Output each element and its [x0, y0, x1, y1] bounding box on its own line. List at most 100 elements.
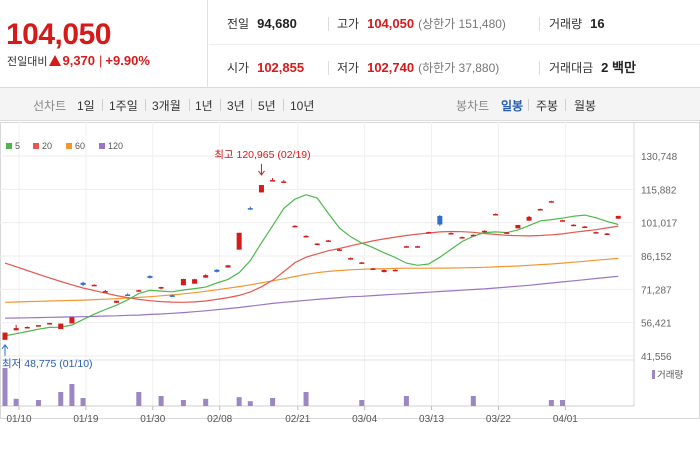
quote-grid: 전일 94,680 고가 104,050 (상한가 151,480) 거래량 16 시가…: [209, 0, 700, 88]
candle-body: [403, 246, 409, 248]
x-tick-label: 01/19: [73, 414, 98, 425]
col-divider: [539, 61, 540, 75]
candle-body: [270, 180, 276, 182]
candle-body: [47, 322, 53, 325]
candle-body: [493, 213, 499, 216]
tab-monthly[interactable]: 월봉: [574, 99, 597, 113]
candle-body: [392, 269, 398, 272]
candle-body: [537, 209, 543, 211]
candle-body: [470, 234, 476, 237]
tab-5y[interactable]: 5년: [258, 99, 276, 113]
amount-cell: 거래대금 2 백만: [549, 46, 636, 90]
change-label: 전일대비: [7, 56, 48, 68]
legend-swatch-ma20: [33, 143, 39, 149]
volume-bar: [58, 392, 64, 406]
x-tick-label: 03/22: [486, 414, 511, 425]
y-tick-label: 130,748: [641, 152, 678, 163]
line-chart-label: 선차트: [33, 99, 67, 113]
tab-weekly[interactable]: 주봉: [536, 99, 559, 113]
candle-body: [359, 262, 365, 264]
candle-body: [325, 240, 331, 242]
candle-body: [214, 269, 220, 272]
tab-divider: [528, 99, 529, 111]
candle-body: [604, 233, 610, 235]
ma5-line: [4, 194, 619, 337]
candle-body: [504, 232, 510, 234]
candle-body: [180, 278, 186, 286]
y-tick-label: 101,017: [641, 219, 678, 230]
volume-bar: [136, 392, 142, 406]
volume-legend-swatch: [652, 370, 655, 379]
volume-bar: [359, 400, 365, 406]
candle-body: [560, 220, 565, 222]
legend-label-ma5: 5: [15, 141, 20, 151]
candle-body: [147, 276, 153, 278]
tab-10y[interactable]: 10년: [290, 99, 315, 113]
volume-bar: [13, 398, 19, 406]
candle-body: [247, 208, 253, 210]
volume-bar: [203, 398, 209, 406]
low-value: 102,740: [367, 60, 415, 75]
amount-label: 거래대금: [549, 61, 594, 75]
candle-body: [459, 237, 465, 239]
candle-body: [114, 300, 119, 303]
candle-body: [448, 233, 454, 235]
low-cell: 저가 102,740 (하한가 37,880): [337, 46, 499, 90]
row-divider: [209, 44, 700, 45]
high-annotation: 최고 120,965 (02/19): [214, 149, 310, 161]
volume-bar: [2, 368, 8, 406]
candle-body: [593, 232, 599, 234]
tab-3m[interactable]: 3개월: [152, 99, 181, 113]
volume-bar: [158, 396, 164, 406]
legend-label-ma20: 20: [42, 141, 52, 151]
candle-body: [125, 294, 131, 296]
candle-body: [158, 287, 164, 289]
candle-body: [526, 216, 532, 221]
y-tick-label: 86,152: [641, 252, 672, 263]
candle-body: [2, 332, 8, 340]
candle-body: [481, 230, 487, 233]
up-triangle-icon: [49, 55, 62, 66]
tab-daily[interactable]: 일봉: [501, 99, 524, 113]
volume-value: 16: [590, 16, 605, 31]
tab-1y[interactable]: 1년: [195, 99, 213, 113]
candle-body: [91, 284, 97, 287]
tab-1w[interactable]: 1주일: [109, 99, 138, 113]
candle-body: [515, 224, 521, 229]
col-divider: [328, 61, 329, 75]
price-box: 104,050 전일대비 9,370 | +9.90%: [0, 0, 208, 88]
legend-swatch-ma120: [99, 143, 105, 149]
low-arrow: [1, 343, 9, 356]
volume-bar: [236, 397, 242, 406]
open-label: 시가: [227, 61, 250, 75]
prev-close-value: 94,680: [257, 16, 297, 31]
candle-body: [225, 265, 231, 268]
candle-body: [192, 279, 198, 284]
x-tick-label: 03/13: [419, 414, 444, 425]
change-row: 전일대비 9,370 | +9.90%: [7, 53, 150, 69]
prev-close-label: 전일: [227, 17, 250, 31]
volume-bar: [270, 398, 276, 406]
volume-bar: [247, 401, 253, 406]
ma20-line: [4, 225, 619, 303]
low-annotation: 최저 48,775 (01/10): [2, 358, 93, 370]
y-tick-label: 71,287: [641, 285, 672, 296]
prev-close-cell: 전일 94,680: [227, 2, 297, 46]
candle-body: [35, 325, 41, 327]
volume-cell: 거래량 16: [549, 2, 605, 46]
tab-1d[interactable]: 1일: [77, 99, 95, 113]
volume-bar: [560, 400, 565, 406]
candle-body: [58, 323, 64, 329]
volume-label: 거래량: [549, 17, 583, 31]
volume-bar: [470, 396, 476, 406]
x-tick-label: 01/30: [140, 414, 165, 425]
candle-body: [69, 317, 75, 324]
candle-body: [292, 225, 298, 228]
high-label: 고가: [337, 17, 360, 31]
candle-body: [136, 290, 142, 292]
tab-3y[interactable]: 3년: [227, 99, 245, 113]
open-cell: 시가 102,855: [227, 46, 304, 90]
candle-body: [381, 270, 387, 273]
x-tick-label: 01/10: [6, 414, 31, 425]
amount-value: 2 백만: [601, 60, 636, 75]
